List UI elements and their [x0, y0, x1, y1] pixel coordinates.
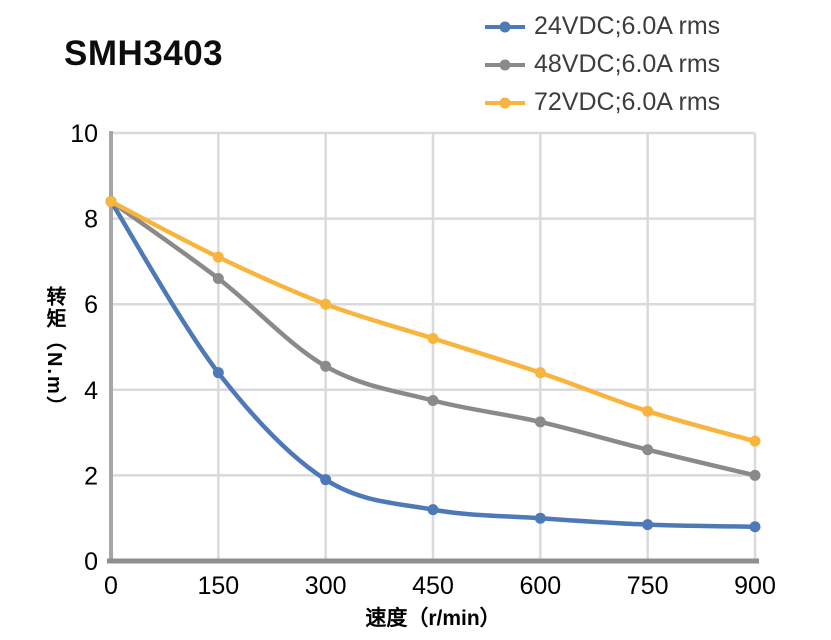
x-tick-label: 150 [197, 572, 239, 600]
x-axis-label: 速度（r/min） [365, 607, 501, 630]
data-point-marker [427, 332, 439, 344]
data-point-marker [749, 435, 761, 447]
x-tick-label: 600 [519, 572, 561, 600]
data-point-marker [320, 360, 332, 372]
legend-label-48vdc: 48VDC;6.0A rms [534, 50, 721, 78]
data-point-marker [642, 519, 654, 531]
legend-label-24vdc: 24VDC;6.0A rms [534, 12, 721, 40]
legend-item-48vdc: 48VDC;6.0A rms [484, 50, 720, 79]
x-tick-label: 900 [734, 572, 776, 600]
data-point-marker [642, 444, 654, 456]
data-point-marker [642, 405, 654, 417]
data-point-marker [427, 504, 439, 516]
legend-item-24vdc: 24VDC;6.0A rms [484, 12, 720, 41]
y-tick-label: 8 [84, 206, 98, 234]
y-tick-label: 6 [84, 291, 98, 319]
data-point-marker [749, 469, 761, 481]
x-tick-label: 450 [412, 572, 454, 600]
y-tick-label: 0 [84, 548, 98, 576]
data-point-marker [320, 474, 332, 486]
data-point-marker [534, 367, 546, 379]
data-point-marker [212, 251, 224, 263]
legend-marker-72vdc-icon [485, 97, 525, 108]
data-point-marker [534, 416, 546, 428]
data-point-marker [212, 367, 224, 379]
legend-marker-48vdc-icon [485, 59, 525, 70]
data-point-marker [212, 273, 224, 285]
legend-label-72vdc: 72VDC;6.0A rms [534, 88, 721, 116]
chart-title: SMH3403 [64, 34, 224, 73]
y-tick-label: 10 [70, 120, 98, 148]
legend: 24VDC;6.0A rms 48VDC;6.0A rms 72VDC;6.0A… [484, 12, 720, 117]
data-point-marker [534, 512, 546, 524]
y-tick-label: 2 [84, 462, 98, 490]
data-point-marker [749, 521, 761, 533]
x-tick-label: 300 [305, 572, 347, 600]
y-axis-label: 转矩（N.m） [43, 286, 65, 418]
data-point-marker [105, 195, 117, 207]
data-point-marker [320, 298, 332, 310]
legend-marker-24vdc-icon [485, 21, 525, 32]
x-tick-label: 0 [104, 572, 118, 600]
x-tick-label: 750 [627, 572, 669, 600]
y-tick-label: 4 [84, 377, 98, 405]
legend-item-72vdc: 72VDC;6.0A rms [484, 88, 720, 117]
data-point-marker [427, 395, 439, 406]
